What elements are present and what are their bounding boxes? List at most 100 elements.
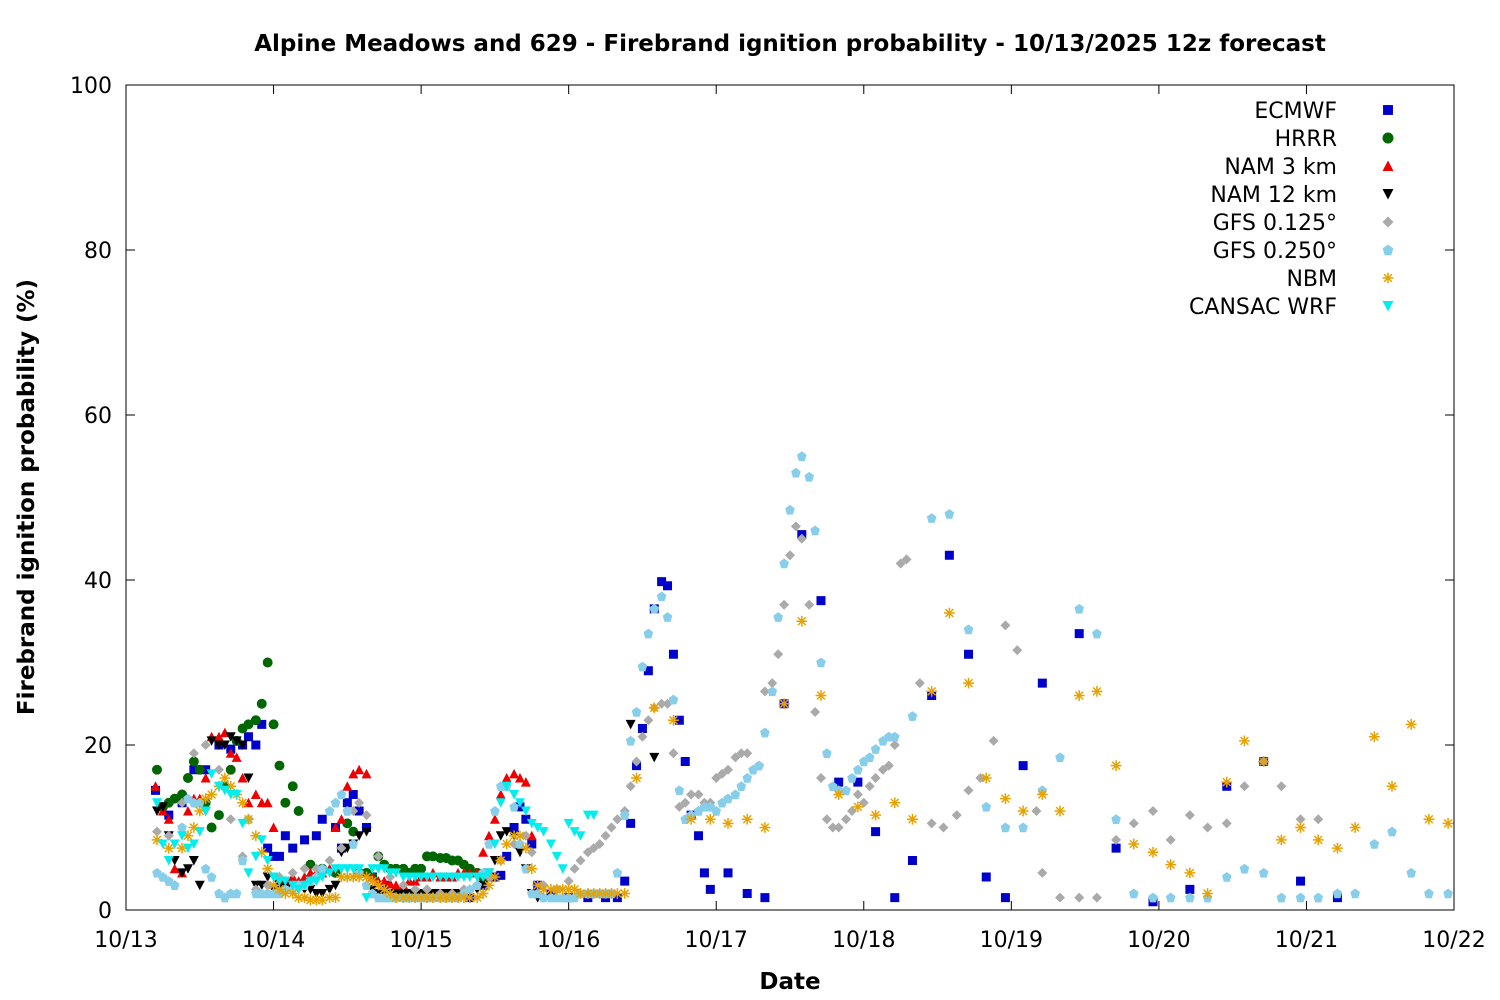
x-tick-label: 10/22 <box>1422 928 1485 953</box>
data-point <box>206 822 217 833</box>
data-point <box>200 863 211 874</box>
data-point <box>1000 893 1010 903</box>
legend-label: CANSAC WRF <box>1189 295 1337 320</box>
data-point <box>1405 718 1418 731</box>
data-point <box>870 773 881 783</box>
data-point <box>514 847 525 858</box>
data-point <box>804 471 814 482</box>
data-point <box>509 790 520 800</box>
data-point <box>637 731 648 742</box>
data-point <box>1387 826 1397 837</box>
data-point <box>643 715 654 726</box>
data-point <box>1109 759 1123 772</box>
data-point <box>795 615 808 628</box>
data-point <box>816 657 826 668</box>
data-point <box>268 719 279 730</box>
data-point <box>888 796 901 809</box>
y-tick-label: 60 <box>84 404 112 429</box>
data-point <box>557 864 568 874</box>
x-tick-label: 10/14 <box>242 928 305 953</box>
data-point <box>1443 888 1453 899</box>
data-point <box>1185 884 1195 894</box>
data-point <box>1129 888 1139 899</box>
legend-label: NAM 3 km <box>1224 155 1337 180</box>
data-point <box>342 781 353 791</box>
data-point <box>625 781 636 792</box>
legend-label: HRRR <box>1275 127 1337 152</box>
data-point <box>225 814 236 825</box>
data-point <box>1185 892 1195 903</box>
data-point <box>311 831 321 841</box>
data-point <box>914 678 925 689</box>
data-point <box>1441 817 1455 830</box>
data-point <box>816 596 826 606</box>
data-point <box>705 884 715 894</box>
data-point <box>1184 810 1195 821</box>
data-point <box>354 764 365 775</box>
data-point <box>483 830 494 841</box>
data-point <box>804 599 815 610</box>
data-point <box>980 771 993 785</box>
data-point <box>500 837 513 851</box>
data-point <box>742 748 753 759</box>
data-point <box>1164 858 1177 871</box>
data-point <box>626 818 636 828</box>
data-point <box>999 792 1012 805</box>
data-point <box>810 707 821 717</box>
x-axis-label: Date <box>759 969 820 995</box>
data-point <box>625 719 636 730</box>
data-point <box>1128 818 1139 829</box>
legend-marker <box>1382 216 1394 228</box>
data-point <box>668 649 678 659</box>
data-point <box>926 513 937 523</box>
data-point <box>656 591 667 602</box>
data-point <box>538 827 549 837</box>
data-point <box>684 813 698 826</box>
data-point <box>280 797 291 808</box>
data-point <box>963 624 974 635</box>
data-point <box>268 822 279 832</box>
data-point <box>1148 892 1158 903</box>
data-point <box>1422 813 1436 826</box>
data-point <box>791 467 801 478</box>
data-point <box>188 748 199 759</box>
data-point <box>519 841 533 855</box>
y-tick-label: 0 <box>98 899 112 924</box>
data-point <box>741 813 754 826</box>
data-point <box>1406 867 1417 878</box>
data-point <box>1031 806 1042 816</box>
data-point <box>1090 685 1104 698</box>
x-tick-label: 10/21 <box>1275 928 1338 953</box>
data-point <box>329 891 342 904</box>
data-point <box>342 806 353 816</box>
data-point <box>1276 781 1287 792</box>
y-tick-label: 40 <box>84 569 112 594</box>
data-point <box>1146 846 1160 859</box>
data-point <box>1018 822 1028 833</box>
data-point <box>643 628 654 639</box>
data-point <box>864 781 875 792</box>
data-point <box>674 785 685 796</box>
data-point <box>251 740 261 750</box>
series-1 <box>151 657 489 882</box>
data-point <box>760 893 770 903</box>
data-point <box>476 887 490 900</box>
data-point <box>620 876 630 886</box>
y-tick-label: 100 <box>70 74 112 99</box>
data-point <box>1165 892 1176 903</box>
x-tick-label: 10/16 <box>537 928 600 953</box>
data-point <box>1257 755 1270 768</box>
data-point <box>1275 833 1288 847</box>
plot-frame <box>125 84 1455 911</box>
chart-title: Alpine Meadows and 629 - Firebrand ignit… <box>254 31 1326 57</box>
data-point <box>200 773 211 783</box>
data-point <box>1385 780 1399 793</box>
data-point <box>630 771 643 785</box>
data-point <box>316 893 329 907</box>
data-point <box>1111 843 1121 853</box>
data-point <box>1239 863 1250 874</box>
series-4 <box>151 521 1324 903</box>
data-point <box>721 817 735 830</box>
data-point <box>287 867 298 878</box>
